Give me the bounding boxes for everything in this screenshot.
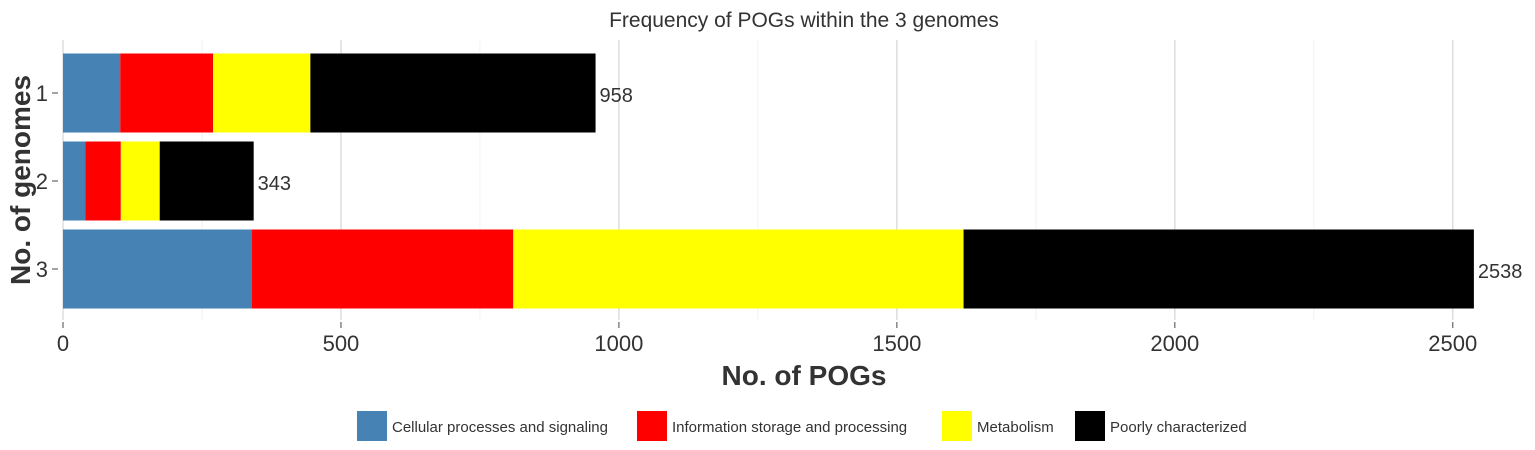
- bar-segment: [963, 229, 1474, 309]
- legend-label: Cellular processes and signaling: [392, 419, 608, 436]
- bar-segment: [513, 229, 964, 309]
- y-tick-label: 2: [36, 169, 48, 194]
- y-axis-label: No. of genomes: [5, 75, 36, 285]
- y-tick-labels: 1 2 3: [36, 81, 58, 282]
- bar-segment: [85, 141, 121, 221]
- x-tick-label: 1500: [872, 331, 921, 356]
- x-tick-label: 2500: [1428, 331, 1477, 356]
- total-label: 2538: [1478, 261, 1523, 283]
- legend-swatch: [942, 411, 972, 441]
- legend-swatch: [357, 411, 387, 441]
- legend-swatch: [637, 411, 667, 441]
- x-tick-labels: 0 500 1000 1500 2000 2500: [57, 322, 1477, 356]
- bar-segment: [63, 229, 253, 309]
- x-tick-label: 1000: [594, 331, 643, 356]
- bar-segment: [159, 141, 254, 221]
- y-tick-label: 3: [36, 257, 48, 282]
- total-labels: 958 343 2538: [258, 85, 1523, 283]
- bar-segment: [120, 141, 160, 221]
- bar-segment: [310, 53, 596, 133]
- total-label: 343: [258, 173, 291, 195]
- bar-segment: [63, 141, 86, 221]
- legend-label: Poorly characterized: [1110, 419, 1247, 436]
- x-tick-label: 500: [323, 331, 360, 356]
- chart-title: Frequency of POGs within the 3 genomes: [609, 9, 999, 32]
- total-label: 958: [600, 85, 633, 107]
- legend-label: Information storage and processing: [672, 419, 907, 436]
- bars: [63, 53, 1474, 309]
- bar-segment: [63, 53, 121, 133]
- bar-segment: [120, 53, 214, 133]
- legend: Cellular processes and signaling Informat…: [357, 411, 1247, 441]
- x-tick-label: 0: [57, 331, 69, 356]
- bar-segment: [213, 53, 311, 133]
- x-axis-label: No. of POGs: [722, 360, 887, 391]
- legend-swatch: [1075, 411, 1105, 441]
- y-tick-label: 1: [36, 81, 48, 106]
- bar-segment: [252, 229, 514, 309]
- x-tick-label: 2000: [1150, 331, 1199, 356]
- legend-label: Metabolism: [977, 419, 1054, 436]
